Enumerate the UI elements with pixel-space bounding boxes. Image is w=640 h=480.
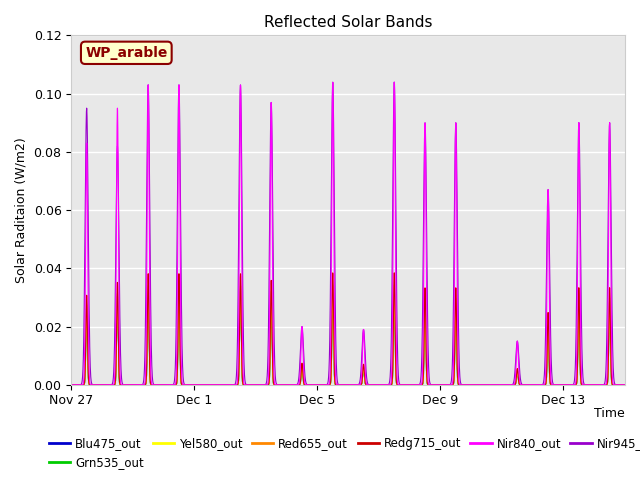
Grn535_out — [390, 282, 398, 288]
Yel580_out — [390, 282, 398, 288]
Nir945_out — [621, 382, 629, 388]
Nir945_out — [504, 382, 511, 388]
Yel580_out — [205, 382, 212, 388]
Legend: Blu475_out, Grn535_out, Yel580_out, Red655_out, Redg715_out, Nir840_out, Nir945_: Blu475_out, Grn535_out, Yel580_out, Red6… — [44, 433, 640, 474]
Yel580_out — [328, 354, 335, 360]
Nir945_out — [167, 382, 175, 388]
Blu475_out — [205, 382, 212, 388]
Red655_out — [621, 382, 628, 388]
Nir840_out — [483, 382, 490, 388]
Blu475_out — [504, 382, 511, 388]
Red655_out — [67, 382, 75, 388]
Nir840_out — [621, 382, 629, 388]
Grn535_out — [442, 382, 450, 388]
Line: Red655_out: Red655_out — [71, 273, 625, 385]
Nir840_out — [167, 382, 175, 388]
Nir945_out — [328, 176, 335, 181]
Yel580_out — [504, 382, 511, 388]
Grn535_out — [504, 382, 511, 388]
Line: Nir945_out: Nir945_out — [71, 82, 625, 385]
Redg715_out — [472, 382, 480, 388]
Grn535_out — [167, 382, 175, 388]
Blu475_out — [621, 382, 629, 388]
Blu475_out — [390, 285, 398, 291]
Nir945_out — [621, 382, 628, 388]
Blu475_out — [328, 354, 335, 360]
Line: Yel580_out: Yel580_out — [71, 285, 625, 385]
Blu475_out — [621, 382, 628, 388]
Text: Time: Time — [595, 408, 625, 420]
Yel580_out — [472, 382, 480, 388]
Blu475_out — [167, 382, 175, 388]
Nir945_out — [472, 382, 480, 388]
Line: Blu475_out: Blu475_out — [71, 288, 625, 385]
Y-axis label: Solar Raditaion (W/m2): Solar Raditaion (W/m2) — [15, 137, 28, 283]
Grn535_out — [328, 354, 335, 360]
Red655_out — [504, 382, 511, 388]
Title: Reflected Solar Bands: Reflected Solar Bands — [264, 15, 433, 30]
Red655_out — [390, 270, 398, 276]
Line: Nir840_out: Nir840_out — [71, 83, 625, 385]
Redg715_out — [390, 270, 398, 276]
Red655_out — [621, 382, 629, 388]
Red655_out — [328, 350, 335, 356]
Yel580_out — [67, 382, 75, 388]
Line: Redg715_out: Redg715_out — [71, 273, 625, 385]
Redg715_out — [167, 382, 175, 388]
Nir840_out — [67, 382, 75, 388]
Red655_out — [167, 382, 175, 388]
Redg715_out — [328, 350, 335, 356]
Grn535_out — [67, 382, 75, 388]
Nir840_out — [390, 80, 398, 85]
Nir840_out — [621, 382, 628, 388]
Yel580_out — [442, 382, 450, 388]
Nir945_out — [67, 382, 75, 388]
Nir945_out — [390, 79, 398, 85]
Nir945_out — [483, 382, 490, 388]
Blu475_out — [472, 382, 480, 388]
Redg715_out — [504, 382, 511, 388]
Nir945_out — [442, 382, 449, 388]
Red655_out — [483, 382, 490, 388]
Blu475_out — [67, 382, 75, 388]
Redg715_out — [483, 382, 490, 388]
Nir840_out — [442, 382, 449, 388]
Red655_out — [442, 382, 449, 388]
Redg715_out — [621, 382, 629, 388]
Line: Grn535_out: Grn535_out — [71, 285, 625, 385]
Redg715_out — [67, 382, 75, 388]
Grn535_out — [621, 382, 628, 388]
Nir840_out — [328, 254, 335, 260]
Grn535_out — [621, 382, 629, 388]
Blu475_out — [442, 382, 450, 388]
Grn535_out — [205, 382, 212, 388]
Red655_out — [472, 382, 480, 388]
Grn535_out — [472, 382, 480, 388]
Yel580_out — [167, 382, 175, 388]
Text: WP_arable: WP_arable — [85, 46, 168, 60]
Redg715_out — [621, 382, 628, 388]
Yel580_out — [621, 382, 628, 388]
Redg715_out — [442, 382, 449, 388]
Nir840_out — [472, 382, 480, 388]
Nir840_out — [504, 382, 511, 388]
Yel580_out — [621, 382, 629, 388]
